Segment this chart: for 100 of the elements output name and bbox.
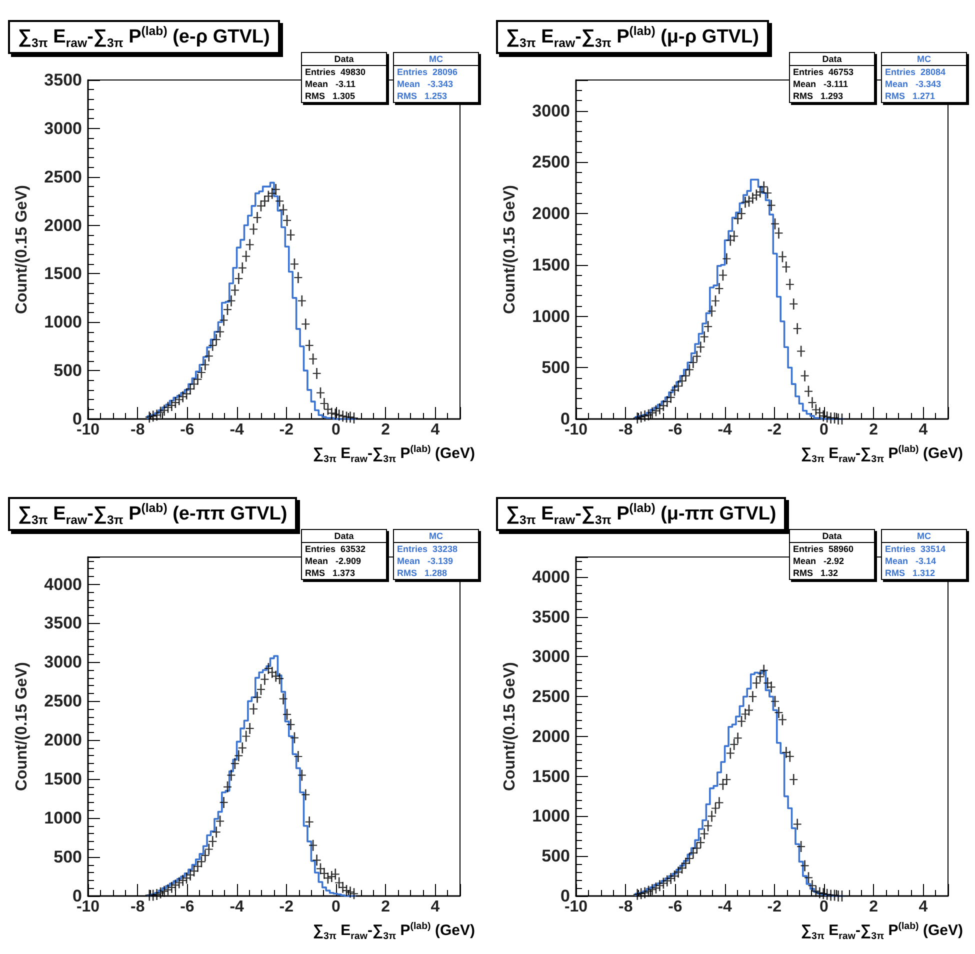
x-tick-label: -2 <box>279 422 294 438</box>
point <box>756 671 764 682</box>
point <box>722 253 731 264</box>
point <box>726 748 734 759</box>
y-tick-label: 3500 <box>532 607 570 626</box>
y-tick-label: 500 <box>54 361 82 380</box>
point <box>194 374 202 385</box>
point <box>260 196 269 207</box>
annotation: RMS 1.293 <box>792 90 844 102</box>
y-tick-label: 1500 <box>532 766 570 786</box>
x-tick-label: -4 <box>230 898 244 916</box>
point <box>279 204 288 216</box>
annotation: RMS 1.253 <box>396 90 448 102</box>
point <box>149 410 158 422</box>
x-tick-label: 2 <box>381 898 390 916</box>
point <box>656 403 664 414</box>
point <box>715 797 724 808</box>
y-tick-label: 1500 <box>532 255 570 274</box>
y-tick-label: 1500 <box>44 770 82 789</box>
x-tick-label: 2 <box>869 898 878 916</box>
point <box>808 397 816 408</box>
point <box>294 272 302 284</box>
text: ∑$_{3π}$ E$_{raw}$-∑$_{3π}$ P$^{(lab)}$ (GeV) <box>800 444 963 465</box>
point <box>168 400 176 411</box>
point <box>793 818 802 830</box>
point <box>305 816 314 828</box>
point <box>175 877 184 888</box>
y-tick-label: 500 <box>542 358 570 378</box>
annotation: Mean -2.92 <box>792 555 846 567</box>
point <box>782 261 790 272</box>
point <box>212 826 220 838</box>
point <box>208 836 217 847</box>
point <box>682 370 690 382</box>
point <box>722 774 731 786</box>
text: ∑$_{3π}$ E$_{raw}$-∑$_{3π}$ P$^{(lab)}$ (GeV) <box>312 921 475 942</box>
point <box>220 314 228 326</box>
point <box>320 398 328 410</box>
y-tick-label: 2500 <box>532 687 570 706</box>
point <box>253 692 262 703</box>
annotation: Mean -3.111 <box>792 78 850 90</box>
point <box>294 751 302 762</box>
x-tick-label: -6 <box>668 422 682 438</box>
y-axis-title: Count/(0.15 GeV) <box>502 662 518 791</box>
point <box>682 858 690 869</box>
chart-title: ∑$_{3π}$ E$_{raw}$-∑$_{3π}$ P$^{(lab)}$ (e-ππ GTVL) <box>18 501 288 528</box>
point <box>748 192 757 204</box>
point <box>786 278 794 290</box>
x-tick-label: 2 <box>869 422 878 438</box>
point <box>242 730 250 742</box>
point <box>748 691 757 702</box>
x-tick-label: -6 <box>180 898 194 916</box>
x-tick-label: 0 <box>332 898 341 916</box>
text: Entries 28084 <box>884 66 947 78</box>
point <box>730 738 738 750</box>
point <box>696 342 705 353</box>
point <box>204 350 213 362</box>
point <box>689 847 698 858</box>
y-tick-label: 3000 <box>532 101 570 120</box>
point <box>328 871 336 882</box>
text: MC <box>882 530 966 543</box>
point <box>204 844 213 855</box>
point <box>800 860 809 872</box>
point <box>730 230 738 242</box>
x-tick-label: -2 <box>767 422 782 438</box>
point <box>268 188 276 199</box>
point <box>774 228 783 239</box>
annotation: Mean -2.909 <box>304 555 362 567</box>
point <box>286 229 295 240</box>
y-tick-label: 2500 <box>44 167 82 186</box>
y-tick-label: 2500 <box>44 692 82 711</box>
y-axis-title: Count/(0.15 GeV) <box>14 662 30 791</box>
text: Entries 58960 <box>792 543 855 555</box>
x-tick-label: 2 <box>381 422 390 438</box>
point <box>175 394 184 406</box>
point <box>246 722 254 734</box>
chart-title: ∑$_{3π}$ E$_{raw}$-∑$_{3π}$ P$^{(lab)}$ (μ-ππ GTVL) <box>506 501 776 528</box>
point <box>238 742 246 754</box>
text: ∑$_{3π}$ E$_{raw}$-∑$_{3π}$ P$^{(lab)}$ (GeV) <box>800 921 963 942</box>
y-tick-label: 1000 <box>532 806 570 826</box>
point <box>305 340 314 351</box>
y-tick-label: 1000 <box>44 808 82 828</box>
point <box>666 392 675 403</box>
text: MC <box>882 53 966 66</box>
point <box>201 359 210 370</box>
point <box>692 350 701 362</box>
point <box>253 212 262 224</box>
text: Data <box>790 530 874 543</box>
point <box>793 323 802 334</box>
point <box>700 828 708 840</box>
text: Data <box>302 530 386 543</box>
text: Entries 63532 <box>304 543 367 555</box>
x-tick-label: -8 <box>130 422 145 438</box>
x-tick-label: 4 <box>430 422 440 438</box>
chart-title: ∑$_{3π}$ E$_{raw}$-∑$_{3π}$ P$^{(lab)}$ (e-ρ GTVL) <box>18 24 270 50</box>
point <box>335 877 344 888</box>
point <box>279 693 288 704</box>
annotation: RMS 1.288 <box>396 567 448 579</box>
point <box>302 789 310 800</box>
y-axis-title: Count/(0.15 GeV) <box>14 185 30 314</box>
point <box>760 181 768 192</box>
